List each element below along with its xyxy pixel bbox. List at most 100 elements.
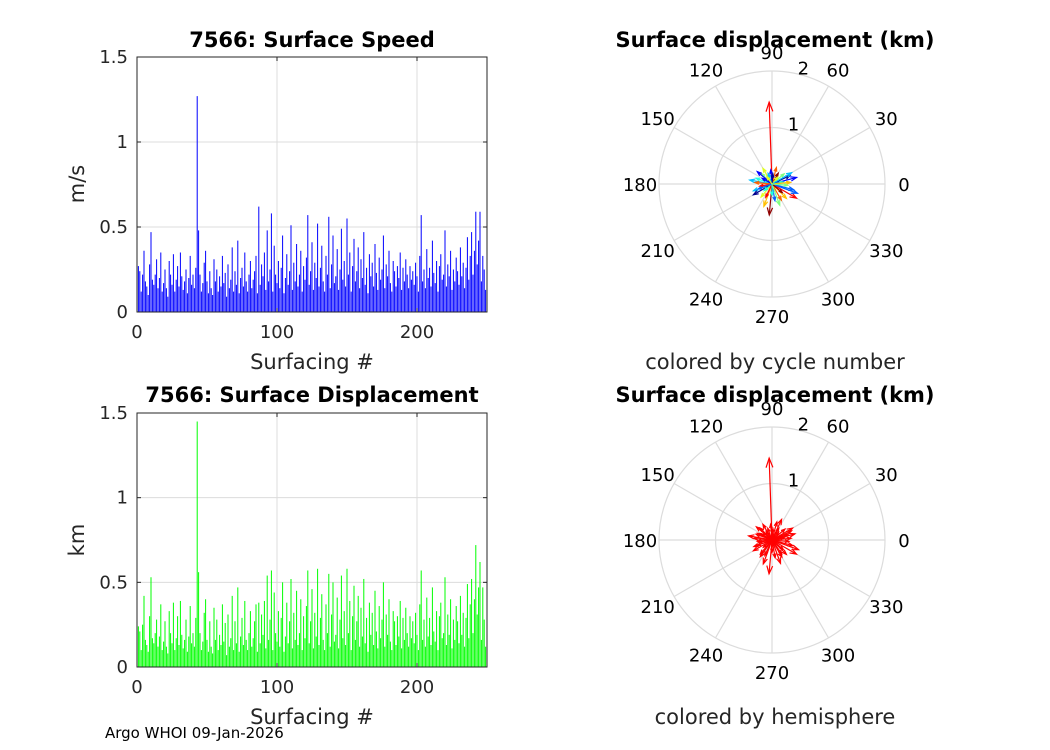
x-tick-label: 200 (400, 322, 434, 343)
arrow-head (762, 522, 767, 529)
arrow-head (770, 172, 775, 178)
y-tick-label: 0 (117, 657, 128, 678)
displacement-arrow (770, 184, 774, 198)
displacement-arrow (770, 540, 774, 555)
axes-box (136, 56, 488, 313)
arrow-head (765, 175, 771, 181)
arrow-shaft (756, 171, 773, 185)
displacement-vectors (746, 456, 801, 576)
displacement-vectors (748, 100, 800, 217)
polar-ring (658, 426, 886, 654)
arrow-head (781, 193, 788, 200)
arrow-head (785, 171, 794, 178)
arrow-head (789, 192, 798, 199)
polar-grid (658, 70, 886, 298)
angle-tick-label: 330 (869, 597, 903, 618)
displacement-arrow (771, 527, 795, 541)
arrow-head (781, 549, 788, 556)
speed-chart-title: 7566: Surface Speed (189, 28, 435, 52)
arrow-head (769, 168, 774, 174)
angle-tick-label: 180 (623, 175, 657, 196)
arrow-head (778, 188, 784, 194)
arrow-shaft (756, 526, 773, 541)
arrow-shaft (771, 527, 793, 541)
arrow-head (759, 192, 766, 199)
arrow-head (790, 176, 799, 182)
arrow-head (755, 542, 762, 547)
displacement-arrow (771, 539, 801, 551)
arrow-shaft (771, 539, 797, 555)
arrow-head (753, 180, 760, 185)
bars (137, 96, 488, 312)
polar-cycle-title: Surface displacement (km) (615, 28, 934, 52)
displacement-arrow (770, 526, 775, 541)
arrow-head (767, 171, 772, 178)
polar-hemisphere-chart: Surface displacement (km) colored by hem… (615, 383, 934, 729)
arrow-shaft (771, 183, 781, 206)
arrow-head (775, 199, 781, 207)
arrow-head (764, 551, 769, 557)
arrow-head (767, 526, 771, 533)
arrow-head (776, 557, 782, 566)
arrow-head (769, 522, 773, 529)
speed-ylabel: m/s (65, 165, 89, 203)
displacement-arrow (755, 539, 773, 543)
displacement-arrow (771, 183, 781, 207)
arrow-head (751, 190, 759, 196)
displacement-arrow (771, 183, 798, 199)
arrow-head (766, 565, 774, 576)
arrow-head (777, 195, 783, 202)
displacement-arrow (771, 539, 785, 551)
x-tick-label: 100 (260, 677, 294, 698)
arrow-head (755, 539, 762, 543)
displacement-arrow (765, 183, 773, 199)
arrow-head (762, 186, 769, 192)
arrow-head (773, 520, 778, 527)
displacement-arrow (756, 183, 773, 190)
arrow-head (770, 526, 775, 533)
radius-tick-label: 2 (798, 415, 809, 436)
displacement-arrow (771, 539, 783, 556)
angle-tick-label: 90 (761, 43, 784, 64)
angle-tick-label: 150 (641, 109, 675, 130)
arrow-head (765, 456, 774, 468)
arrow-shaft (771, 539, 784, 550)
arrow-shaft (771, 539, 789, 543)
displacement-arrow (771, 183, 800, 194)
arrow-head (752, 543, 759, 548)
arrow-shaft (771, 533, 789, 541)
angle-tick-label: 90 (761, 399, 784, 420)
arrow-shaft (771, 519, 783, 541)
angle-tick-label: 0 (898, 175, 909, 196)
arrow-head (758, 183, 764, 188)
speed-chart: 7566: Surface Speed Surfacing # m/s 0 100… (65, 28, 488, 374)
arrow-shaft (755, 181, 773, 185)
polar-ring (714, 482, 830, 598)
y-tick-label: 1 (117, 132, 128, 153)
arrow-head (772, 553, 777, 560)
polar-ring (714, 126, 830, 242)
arrow-head (789, 548, 798, 555)
y-tick-label: 0 (117, 302, 128, 323)
angle-tick-label: 30 (875, 109, 898, 130)
arrow-shaft (771, 539, 782, 564)
displacement-arrow (771, 171, 794, 185)
polar-hemisphere-title: Surface displacement (km) (615, 383, 934, 407)
arrow-head (762, 557, 768, 566)
arrow-head (755, 170, 763, 177)
arrow-head (779, 545, 785, 551)
angle-tick-label: 0 (898, 531, 909, 552)
arrow-head (783, 533, 790, 538)
arrow-head (755, 525, 762, 532)
arrow-head (786, 527, 795, 534)
polar-hemisphere-caption: colored by hemisphere (655, 705, 896, 729)
arrow-shaft (771, 183, 797, 199)
arrow-head (770, 548, 774, 555)
angle-tick-label: 210 (641, 597, 675, 618)
displacement-arrow (753, 180, 773, 185)
angle-tick-label: 270 (755, 663, 789, 684)
angle-tick-label: 240 (689, 289, 723, 310)
arrow-shaft (771, 539, 799, 551)
arrow-head (756, 185, 763, 190)
